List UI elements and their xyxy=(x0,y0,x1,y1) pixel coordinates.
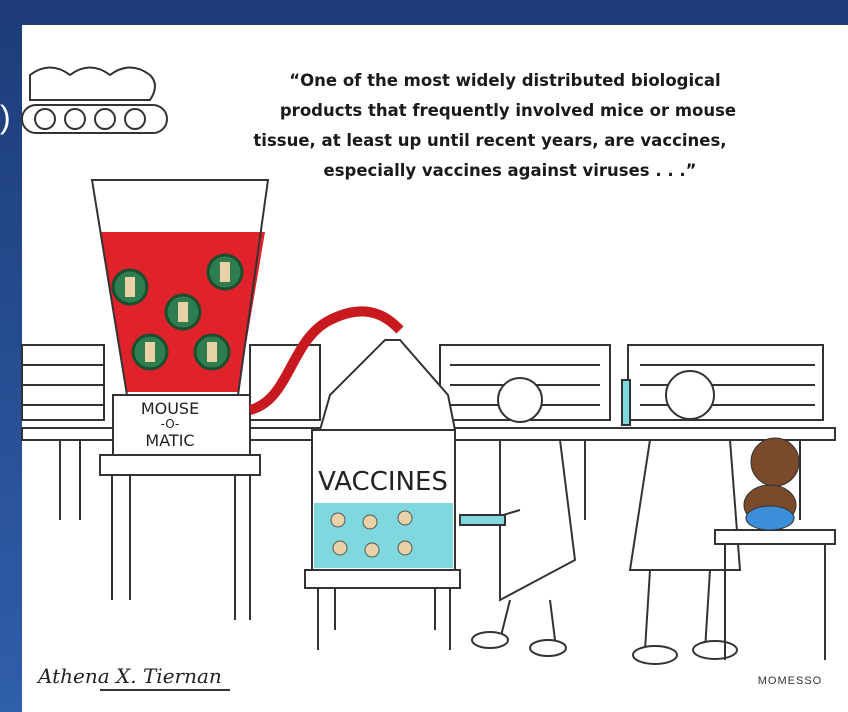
tank-label: VACCINES xyxy=(318,467,448,497)
quote-line: especially vaccines against viruses . . … xyxy=(324,161,697,180)
quote-line: “One of the most widely distributed biol… xyxy=(289,71,720,90)
machine-label: MOUSE xyxy=(141,399,199,418)
slide-fragment: ) xyxy=(0,99,11,135)
quote-line: tissue, at least up until recent years, … xyxy=(253,131,726,150)
quote-line: products that frequently involved mice o… xyxy=(280,101,736,120)
signature: Athena X. Tiernan xyxy=(36,664,222,688)
artist-mark: MOMESSO xyxy=(758,675,822,687)
machine-label: MATIC xyxy=(145,431,194,450)
machine-label: -O- xyxy=(161,417,180,431)
slide: ) MOUSE -O- MATIC xyxy=(0,0,848,712)
page: {"slide": {"fragment": ")"}, "cartoon": … xyxy=(0,0,848,712)
